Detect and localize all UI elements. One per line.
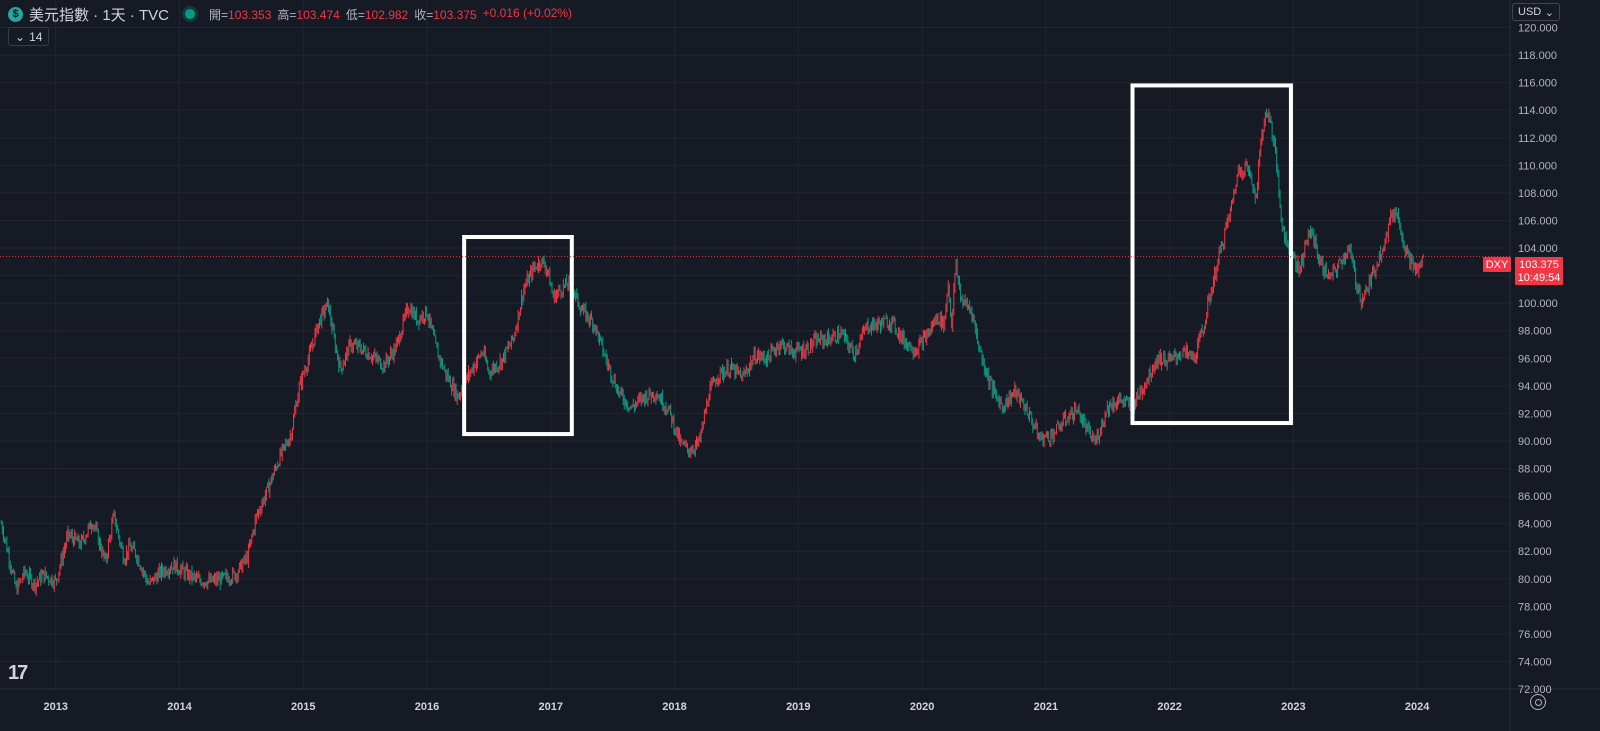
x-tick-label: 2017 (539, 701, 563, 713)
low-label: 低= (345, 7, 365, 22)
open-value: 103.353 (228, 7, 272, 22)
symbol-title[interactable]: 美元指數 · 1天 · TVC (29, 6, 170, 24)
tradingview-logo[interactable]: 17 (8, 662, 28, 684)
symbol-header: $ 美元指數 · 1天 · TVC 開=103.353 高=103.474 低=… (8, 4, 572, 24)
y-tick-label: 72.000 (1518, 684, 1552, 696)
y-tick-label: 114.000 (1518, 105, 1557, 117)
x-tick-label: 2016 (415, 701, 439, 713)
live-status-icon (185, 9, 196, 19)
time-axis[interactable]: 2013 2014 2015 2016 2017 2018 2019 2020 2021 2022… (43, 701, 1430, 713)
price-tag: DXY 103.375 10:49:54 (1483, 257, 1563, 285)
high-value: 103.474 (296, 7, 340, 22)
x-tick-label: 2020 (910, 701, 934, 713)
x-tick-label: 2022 (1157, 701, 1181, 713)
change-value: +0.016 (+0.02%) (482, 5, 573, 20)
y-tick-label: 84.000 (1518, 519, 1552, 531)
dollar-icon[interactable]: $ (8, 6, 23, 22)
highlight-box (462, 235, 574, 437)
low-value: 102.982 (364, 7, 409, 22)
y-tick-label: 108.000 (1518, 188, 1558, 200)
indicator-count: 14 (29, 29, 43, 44)
currency-label: USD (1518, 6, 1542, 18)
y-tick-label: 92.000 (1518, 408, 1552, 420)
x-tick-label: 2021 (1034, 701, 1058, 713)
chevron-down-icon: ⌄ (15, 29, 26, 44)
y-tick-label: 82.000 (1518, 546, 1552, 558)
x-tick-label: 2015 (291, 701, 315, 713)
chevron-down-icon: ⌄ (1544, 6, 1554, 19)
y-tick-label: 80.000 (1518, 574, 1552, 586)
candle-series (0, 108, 1424, 597)
price-tag-price: 103.375 (1519, 259, 1559, 271)
x-tick-label: 2023 (1281, 701, 1305, 713)
x-tick-label: 2013 (43, 701, 67, 713)
close-label: 收= (414, 7, 434, 22)
highlight-box (1130, 83, 1293, 426)
y-tick-label: 74.000 (1518, 656, 1552, 668)
y-tick-label: 90.000 (1518, 436, 1552, 448)
y-tick-label: 118.000 (1518, 50, 1557, 62)
y-tick-label: 120.000 (1518, 23, 1558, 35)
high-label: 高= (277, 7, 297, 22)
y-tick-label: 76.000 (1518, 629, 1552, 641)
y-tick-label: 96.000 (1518, 353, 1552, 365)
indicator-toggle-button[interactable]: ⌄ 14 (8, 27, 50, 46)
y-tick-label: 110.000 (1518, 160, 1557, 172)
y-tick-label: 88.000 (1518, 464, 1552, 476)
y-tick-label: 106.000 (1518, 215, 1558, 227)
highlight-boxes (462, 83, 1293, 437)
close-value: 103.375 (433, 7, 477, 22)
open-label: 開= (209, 7, 229, 22)
price-axis[interactable]: 72.000 74.000 76.000 78.000 80.000 82.000 84.0… (1518, 23, 1558, 696)
price-tag-symbol: DXY (1486, 259, 1509, 271)
y-tick-label: 100.000 (1518, 298, 1558, 310)
y-tick-label: 86.000 (1518, 491, 1552, 503)
x-tick-label: 2024 (1405, 701, 1430, 713)
currency-selector[interactable]: USD ⌄ (1512, 3, 1560, 21)
x-tick-label: 2018 (662, 701, 686, 713)
y-tick-label: 112.000 (1518, 133, 1557, 145)
y-tick-label: 78.000 (1518, 601, 1552, 613)
gear-icon[interactable] (1530, 694, 1546, 710)
y-tick-label: 116.000 (1518, 78, 1557, 90)
x-tick-label: 2019 (786, 701, 810, 713)
y-tick-label: 104.000 (1518, 243, 1558, 255)
price-tag-countdown: 10:49:54 (1518, 272, 1561, 284)
y-tick-label: 98.000 (1518, 326, 1552, 338)
x-tick-label: 2014 (167, 701, 192, 713)
ohlc-legend: 開=103.353 高=103.474 低=102.982 收=103.375 … (209, 6, 572, 23)
y-tick-label: 94.000 (1518, 381, 1552, 393)
